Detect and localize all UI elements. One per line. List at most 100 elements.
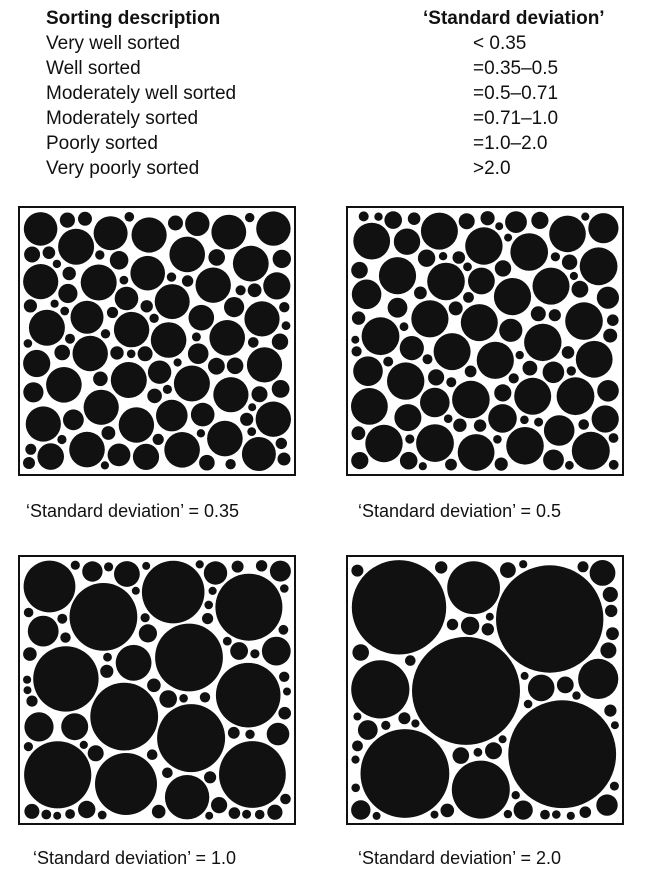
grain-circle [571, 280, 589, 298]
row-description: Very well sorted [46, 33, 181, 54]
grain-circle [41, 809, 52, 820]
grain-circle [24, 803, 40, 819]
grain-circle [207, 420, 243, 457]
grain-circle [606, 627, 619, 641]
grain-circle [152, 433, 164, 445]
grain-circle [23, 349, 51, 378]
grain-circle [251, 386, 268, 403]
grain-circle [534, 417, 544, 427]
grain-circle [447, 561, 500, 615]
grain-circle [465, 227, 503, 265]
grain-circle [430, 810, 439, 819]
grain-circle [202, 613, 214, 625]
grain-circle [506, 427, 544, 465]
grain-circle [23, 264, 59, 300]
grain-circle [524, 323, 562, 362]
grain-circle [280, 793, 291, 805]
grain-circle [565, 302, 603, 340]
grain-circle [566, 811, 575, 820]
grain-circle [63, 409, 84, 431]
grain-circle [443, 414, 453, 423]
grain-circle [448, 301, 463, 316]
grain-circle [266, 722, 290, 746]
grain-circle [245, 212, 255, 223]
grain-field [23, 560, 292, 820]
grain-circle [480, 211, 495, 226]
grain-circle [124, 212, 135, 222]
grain-circle [351, 452, 369, 470]
grain-circle [481, 623, 494, 636]
grain-circle [579, 806, 592, 818]
grain-circle [485, 612, 494, 621]
grain-circle [164, 775, 210, 820]
grain-circle [519, 560, 528, 569]
grain-circle [141, 560, 205, 624]
grain-circle [226, 357, 244, 375]
panel-caption: ‘Standard deviation’ = 1.0 [33, 848, 236, 868]
grain-circle [271, 380, 290, 398]
grain-circle [138, 624, 157, 643]
grain-circle [78, 800, 96, 819]
grain-circle [25, 406, 61, 442]
grain-circle [446, 618, 459, 631]
grain-circle [510, 233, 548, 271]
grain-circle [162, 384, 172, 394]
grain-circle [225, 459, 236, 470]
grain-circle [578, 658, 619, 699]
grain-panel-sd-20 [346, 555, 624, 825]
grain-circle [247, 283, 262, 298]
grain-circle [399, 451, 418, 470]
grain-circle [59, 212, 75, 228]
grain-circle [65, 333, 75, 344]
grain-circle [149, 313, 159, 323]
grain-circle [523, 699, 533, 709]
grain-circle [485, 742, 502, 760]
grain-circle [24, 712, 54, 742]
grain-circle [50, 299, 59, 308]
grain-circle [605, 604, 618, 618]
grain-circle [147, 388, 162, 404]
grain-circle [230, 642, 249, 660]
grain-circle [597, 380, 619, 402]
grain-circle [511, 791, 520, 800]
grain-circle [263, 272, 291, 300]
row-description: Poorly sorted [46, 133, 158, 154]
grain-circle [215, 573, 283, 641]
grain-circle [100, 329, 111, 339]
grain-circle [80, 264, 117, 301]
grain-circle [109, 251, 129, 270]
grain-circle [211, 214, 247, 250]
grain-circle [565, 460, 574, 470]
grain-circle [393, 228, 421, 255]
grain-circle [150, 322, 187, 358]
grain-circle [23, 212, 58, 246]
grain-circle [241, 437, 276, 471]
grain-circle [228, 807, 241, 819]
grain-circle [577, 561, 589, 573]
grain-circle [352, 740, 363, 752]
panel-caption: ‘Standard deviation’ = 0.35 [26, 501, 239, 521]
row-sd-value: >2.0 [473, 158, 511, 179]
grain-circle [540, 809, 550, 820]
grain-circle [420, 212, 458, 250]
grain-circle [169, 236, 205, 273]
grain-circle [235, 285, 246, 296]
grain-circle [131, 586, 140, 595]
grain-circle [219, 741, 286, 808]
grain-circle [417, 249, 436, 267]
grain-circle [23, 675, 32, 684]
grain-circle [195, 267, 231, 303]
grain-circle [352, 644, 369, 661]
grain-circle [213, 377, 249, 413]
grain-circle [101, 426, 116, 440]
grain-circle [222, 636, 232, 646]
grain-circle [185, 211, 210, 236]
grain-circle [157, 704, 226, 773]
grain-circle [110, 362, 147, 398]
grain-circle [440, 803, 455, 818]
grain-circle [58, 283, 78, 304]
grain-circle [532, 267, 570, 305]
grain-circle [556, 676, 574, 694]
grain-circle [499, 318, 523, 342]
grain-circle [146, 749, 158, 760]
